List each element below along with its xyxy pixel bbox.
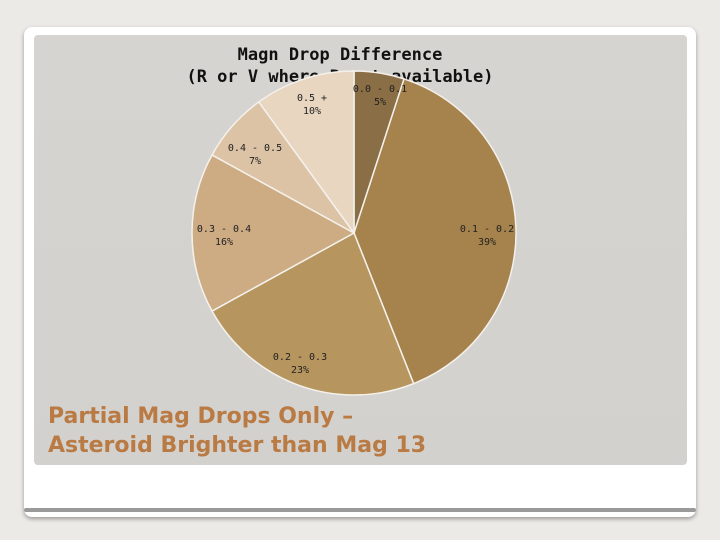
slice-range-label: 0.5 + [297, 93, 327, 104]
chart-title-line1: Magn Drop Difference [237, 45, 443, 65]
caption-line2: Asteroid Brighter than Mag 13 [48, 433, 427, 458]
slice-percent-label: 10% [303, 106, 321, 117]
slice-range-label: 0.2 - 0.3 [273, 352, 327, 363]
slice-percent-label: 23% [291, 365, 309, 376]
slice-percent-label: 5% [374, 97, 386, 108]
slice-range-label: 0.4 - 0.5 [228, 143, 282, 154]
slice-range-label: 0.1 - 0.2 [460, 224, 514, 235]
pie-slice [211, 231, 415, 396]
slice-range-label: 0.0 - 0.1 [353, 84, 407, 95]
slide-caption: Partial Mag Drops Only – Asteroid Bright… [48, 402, 648, 460]
pie-slice [353, 77, 517, 385]
slice-percent-label: 16% [215, 237, 233, 248]
slice-percent-label: 7% [249, 156, 261, 167]
pie-slice [257, 70, 355, 236]
footer-rule [24, 508, 696, 512]
caption-line1: Partial Mag Drops Only – [48, 404, 354, 429]
pie-slice [191, 153, 356, 313]
slice-range-label: 0.3 - 0.4 [197, 224, 251, 235]
slice-percent-label: 39% [478, 237, 496, 248]
